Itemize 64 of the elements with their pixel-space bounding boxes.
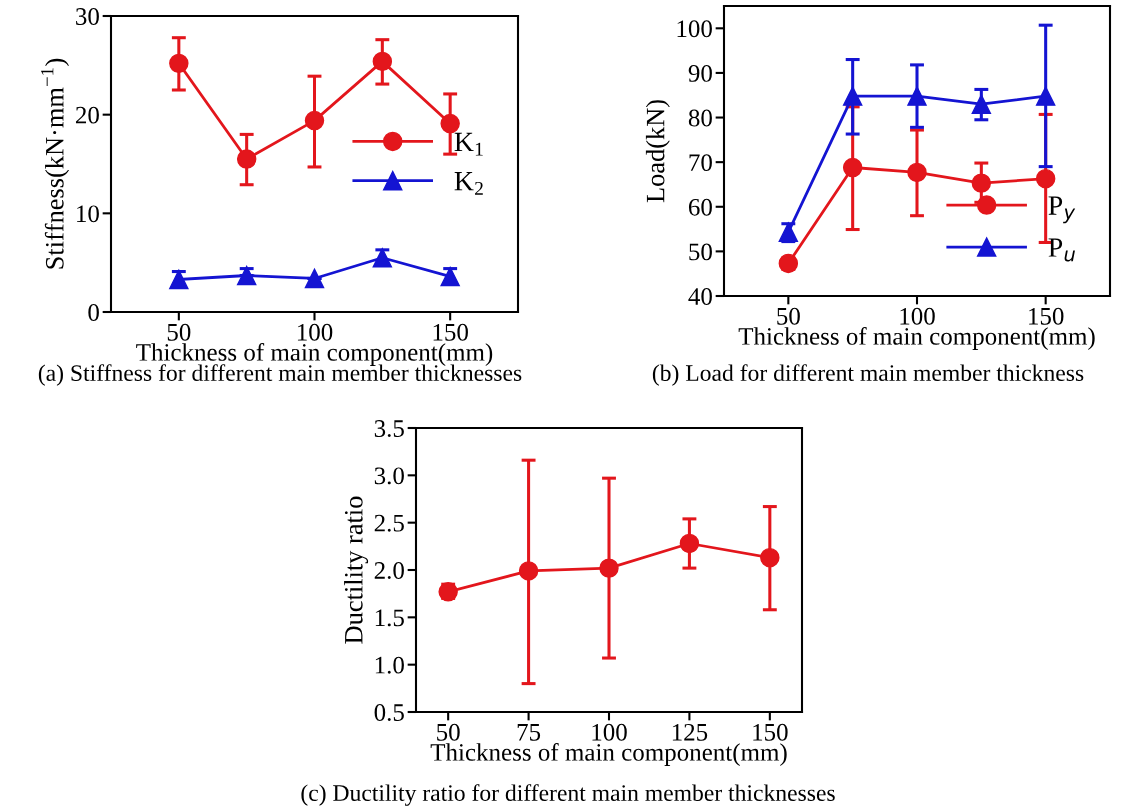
x-tick-label: 50 (167, 323, 191, 341)
y-tick-label: 0.5 (374, 704, 404, 722)
point (679, 533, 700, 554)
point (440, 113, 460, 134)
y-tick-label: 90 (688, 64, 712, 82)
point (169, 269, 189, 290)
y-tick-label: 2.0 (374, 562, 404, 580)
y-tick-label: 10 (77, 205, 99, 223)
point (304, 110, 325, 131)
point (440, 266, 460, 287)
x-tick-label: 125 (672, 723, 708, 741)
legend-label: P$_{y}$ (1048, 196, 1076, 224)
point (971, 173, 992, 193)
text: (a) Stiffness for different main member thicknesses (38, 364, 522, 386)
x-axis-title: Thickness of main component(mm) (738, 327, 1095, 350)
y-tick-label: 1.0 (375, 656, 404, 674)
point (372, 248, 393, 268)
point (907, 86, 927, 106)
y-tick-label: 40 (688, 288, 712, 305)
y-tick-label: 60 (688, 198, 712, 216)
legend-label: K$_{1}$ (454, 132, 483, 156)
point (372, 51, 393, 72)
x-tick-label: 100 (297, 323, 333, 341)
point (518, 561, 539, 581)
y-axis-title: Ductility ratio (344, 496, 369, 644)
y-tick-label: 100 (677, 20, 712, 38)
point (842, 86, 863, 106)
legend-label: K$_{2}$ (454, 172, 483, 195)
x-tick-label: 100 (592, 723, 627, 741)
point (760, 547, 780, 568)
point (907, 162, 927, 183)
y-axis-title: Load(kN) (645, 100, 670, 203)
x-axis-title: Thickness of main component(mm) (430, 743, 787, 766)
point (169, 53, 189, 74)
y-tick-label: 1.5 (375, 609, 404, 627)
point (236, 149, 257, 169)
point (1035, 86, 1056, 106)
point (971, 94, 992, 114)
point (1035, 168, 1056, 189)
y-tick-label: 50 (689, 243, 712, 261)
y-axis-title: Stiffness(kN·mm$^{−1}$) (41, 58, 70, 269)
y-tick-label: 70 (689, 154, 712, 172)
point (778, 253, 799, 274)
y-tick-label: 2.5 (374, 514, 404, 532)
x-tick-label: 50 (777, 307, 800, 325)
text: (c) Ductility ratio for different main member thicknesses (301, 784, 835, 806)
point (842, 157, 863, 178)
y-tick-label: 30 (76, 8, 99, 25)
x-tick-label: 150 (433, 323, 468, 341)
text: (b) Load for different main member thickness (652, 364, 1084, 386)
x-tick-label: 100 (900, 307, 935, 325)
y-tick-label: 3.0 (374, 467, 404, 485)
point (304, 268, 325, 289)
y-tick-label: 20 (75, 106, 99, 124)
x-tick-label: 75 (517, 724, 541, 741)
x-tick-label: 150 (1029, 307, 1064, 325)
point (236, 265, 257, 286)
point (599, 558, 619, 578)
legend-label: P$_{u}$ (1048, 238, 1075, 262)
y-tick-label: 0 (88, 304, 99, 321)
y-tick-label: 3.5 (374, 420, 404, 438)
x-tick-label: 50 (437, 723, 460, 741)
y-tick-label: 80 (688, 109, 712, 127)
x-tick-label: 150 (753, 723, 788, 741)
